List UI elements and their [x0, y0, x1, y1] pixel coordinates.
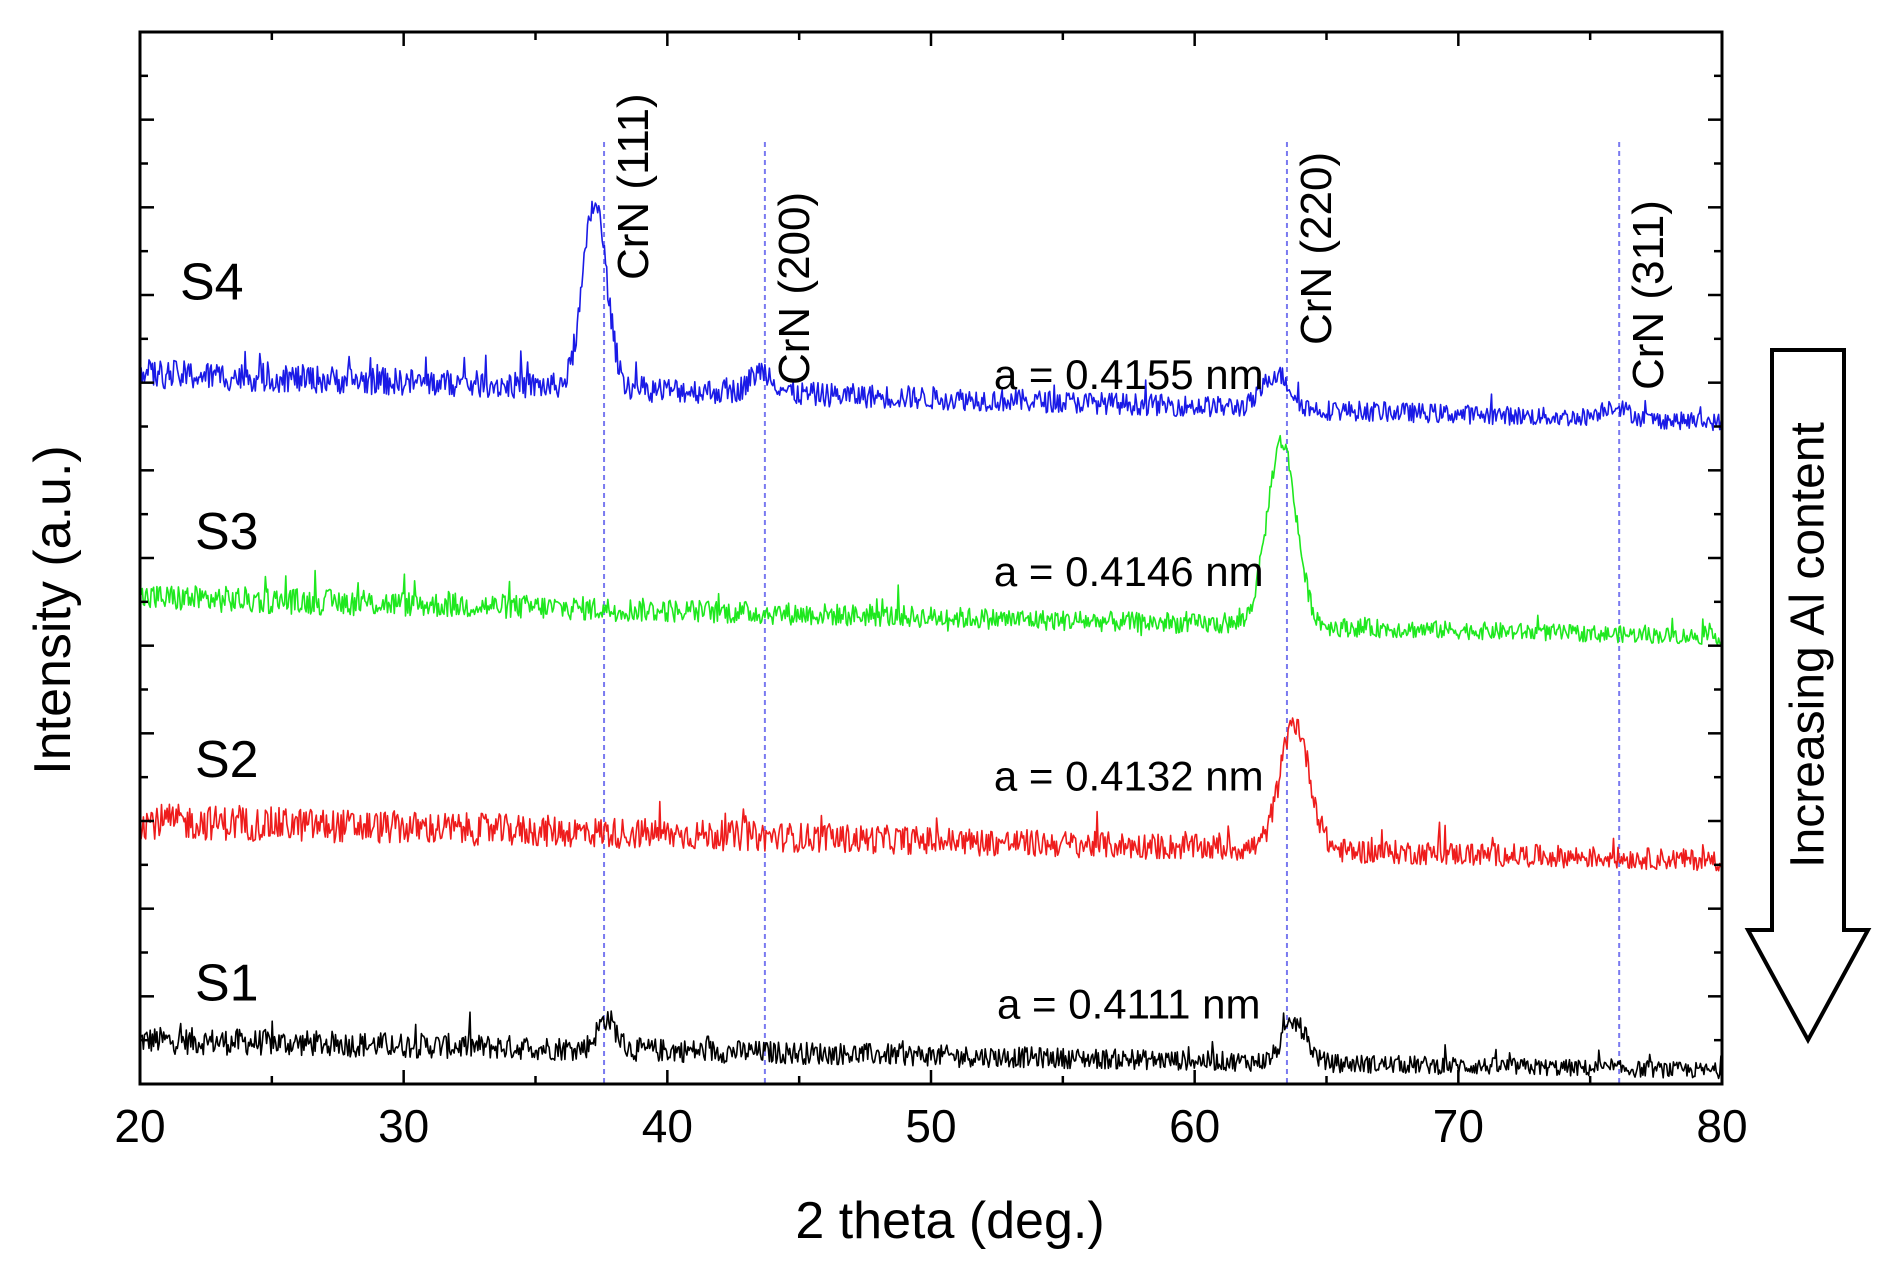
- ticks: 20 30 40 50 60 70 80: [114, 30, 1748, 1152]
- sample-label-S4: S4: [180, 253, 244, 311]
- x-tick-label: 40: [642, 1100, 693, 1152]
- sample-label-S2: S2: [195, 731, 259, 789]
- sample-label-S1: S1: [195, 955, 259, 1013]
- arrow-label: Increasing Al content: [1782, 422, 1835, 868]
- x-tick-label: 60: [1169, 1100, 1220, 1152]
- al-content-arrow: Increasing Al content: [1744, 348, 1872, 1045]
- x-tick-label: 80: [1696, 1100, 1747, 1152]
- series-line-S3: [139, 434, 1723, 646]
- x-tick-label: 30: [378, 1100, 429, 1152]
- sample-label-S3: S3: [195, 503, 259, 561]
- x-axis-title: 2 theta (deg.): [795, 1192, 1104, 1250]
- peak-label-1: CrN (200): [770, 192, 819, 385]
- lattice-label-S1: a = 0.4111 nm: [997, 980, 1260, 1027]
- peak-label-0: CrN (111): [609, 93, 658, 280]
- lattice-label-S3: a = 0.4146 nm: [994, 548, 1264, 595]
- series-line-S2: [139, 717, 1723, 872]
- y-axis-title: Intensity (a.u.): [24, 445, 82, 774]
- chart-labels: S1 a = 0.4111 nm S2 a = 0.4132 nm S3 a = 0.41…: [180, 93, 1673, 1027]
- series-line-S4: [139, 200, 1723, 432]
- lattice-label-S2: a = 0.4132 nm: [994, 752, 1264, 799]
- peak-label-3: CrN (311): [1624, 200, 1673, 390]
- lattice-label-S4: a = 0.4155 nm: [994, 351, 1264, 398]
- x-tick-label: 20: [114, 1100, 165, 1152]
- x-tick-label: 70: [1433, 1100, 1484, 1152]
- peak-label-2: CrN (220): [1292, 152, 1341, 345]
- x-tick-label: 50: [905, 1100, 956, 1152]
- down-arrow-icon: [1744, 348, 1872, 1045]
